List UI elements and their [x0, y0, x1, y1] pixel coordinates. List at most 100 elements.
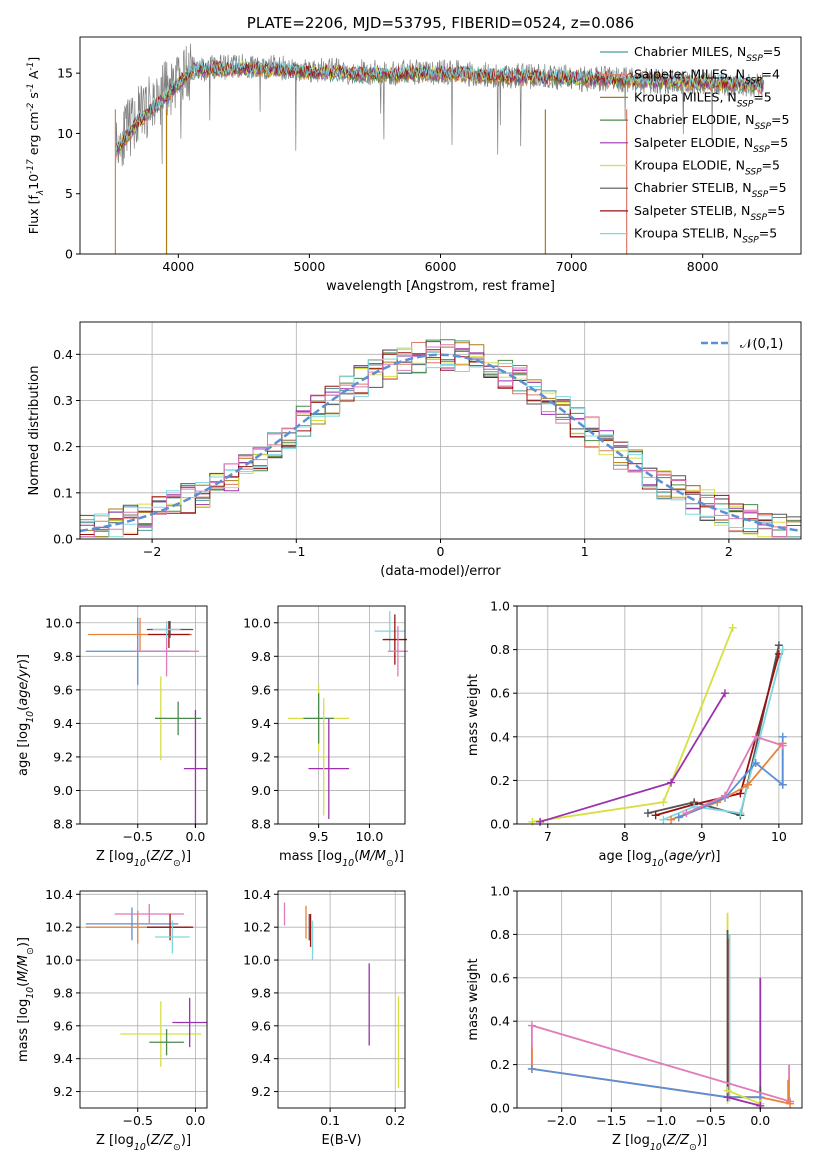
- x-tick-label: 9.5: [309, 829, 329, 844]
- legend-entry-0: Chabrier MILES, NSSP=5: [634, 44, 781, 64]
- axes-frame: [79, 605, 208, 825]
- histogram-9: [80, 344, 801, 538]
- legend-entry-5: Kroupa ELODIE, NSSP=5: [634, 158, 780, 178]
- normal-curve: [79, 353, 802, 533]
- weight-marker: [723, 1093, 732, 1102]
- y-tick-label: 0.8: [490, 927, 510, 942]
- y-tick-label: 8.8: [251, 817, 271, 832]
- y-axis-label: age [log10(age/yr)]: [16, 654, 36, 776]
- weight-marker: [527, 1021, 536, 1030]
- axes-7: [517, 890, 802, 1109]
- y-tick-label: 0.4: [490, 1014, 510, 1029]
- legend-entry-7: Salpeter STELIB, NSSP=5: [634, 203, 785, 223]
- axes-6: [278, 891, 405, 1108]
- weight-marker: [751, 758, 760, 767]
- weight-marker: [751, 732, 760, 741]
- x-tick-label: −1.0: [646, 1113, 676, 1128]
- x-tick-label: 7000: [556, 259, 588, 274]
- weight-marker: [674, 813, 683, 822]
- y-tick-label: 9.2: [251, 749, 271, 764]
- legend-normal: 𝒩(0,1): [740, 337, 783, 352]
- x-tick-label: −0.5: [123, 829, 153, 844]
- weight-line-4: [663, 649, 784, 821]
- x-tick-label: 2: [725, 544, 733, 559]
- y-tick-label: 9.6: [251, 1018, 271, 1033]
- x-tick-label: −0.5: [695, 1113, 725, 1128]
- y-tick-label: 9.4: [53, 1051, 73, 1066]
- weight-marker: [778, 780, 787, 789]
- y-tick-label: 10.0: [45, 953, 73, 968]
- x-tick-label: −2: [143, 544, 161, 559]
- x-tick-label: −2.0: [547, 1113, 577, 1128]
- weight-line-2: [647, 645, 780, 817]
- x-tick-label: 10.0: [356, 829, 384, 844]
- weight-line-0: [531, 1024, 791, 1103]
- y-tick-label: 10.2: [45, 920, 73, 935]
- weight-marker: [659, 815, 668, 824]
- y-tick-label: 9.8: [251, 649, 271, 664]
- x-tick-label: 9: [698, 829, 706, 844]
- y-tick-label: 9.4: [251, 1051, 271, 1066]
- x-tick-label: 0.0: [186, 829, 206, 844]
- axes-2: [80, 606, 207, 825]
- y-tick-label: 1.0: [490, 599, 510, 614]
- x-tick-label: 7: [544, 829, 552, 844]
- y-tick-label: 9.0: [251, 783, 271, 798]
- y-tick-label: 10.2: [243, 920, 271, 935]
- y-tick-label: 0.2: [53, 439, 73, 454]
- y-tick-label: 9.2: [53, 749, 73, 764]
- y-tick-label: 9.8: [251, 985, 271, 1000]
- weight-line-4: [727, 1096, 761, 1107]
- y-axis-label: Normed distribution: [27, 366, 42, 496]
- chart-title: PLATE=2206, MJD=53795, FIBERID=0524, z=0…: [247, 14, 634, 32]
- y-tick-label: 9.0: [53, 783, 73, 798]
- weight-line-3: [727, 1089, 761, 1105]
- y-tick-label: 0.2: [490, 1057, 510, 1072]
- y-tick-label: 10.0: [45, 615, 73, 630]
- y-tick-label: 10: [57, 126, 73, 141]
- weight-marker: [720, 689, 729, 698]
- x-tick-label: 0.2: [385, 1113, 405, 1128]
- axes-4: [517, 605, 802, 825]
- x-tick-label: 8000: [687, 259, 719, 274]
- y-tick-label: 0.6: [490, 970, 510, 985]
- weight-marker: [728, 623, 737, 632]
- weight-marker: [736, 789, 745, 798]
- x-axis-label: (data-model)/error: [380, 564, 501, 579]
- y-tick-label: 9.8: [53, 985, 73, 1000]
- weight-marker: [778, 645, 787, 654]
- y-tick-label: 0.8: [490, 642, 510, 657]
- x-axis-label: wavelength [Angstrom, rest frame]: [326, 279, 555, 294]
- weight-marker: [682, 809, 691, 818]
- y-tick-label: 0.1: [53, 485, 73, 500]
- weight-marker: [651, 811, 660, 820]
- weight-marker: [527, 1064, 536, 1073]
- x-tick-label: 1: [581, 544, 589, 559]
- x-axis-label: E(B-V): [321, 1133, 361, 1148]
- y-tick-label: 9.2: [53, 1084, 73, 1099]
- y-tick-label: 9.6: [251, 682, 271, 697]
- weight-marker: [667, 815, 676, 824]
- y-tick-label: 10.0: [243, 953, 271, 968]
- legend-entry-4: Salpeter ELODIE, NSSP=5: [634, 135, 788, 155]
- weight-marker: [774, 641, 783, 650]
- weight-marker: [667, 778, 676, 787]
- y-tick-label: 0.2: [490, 773, 510, 788]
- x-axis-label: mass [log10(M/M⊙)]: [279, 849, 404, 869]
- weight-marker: [778, 741, 787, 750]
- weight-marker: [659, 798, 668, 807]
- weight-marker: [778, 732, 787, 741]
- axes-frame: [79, 890, 208, 1109]
- legend-entry-2: Kroupa MILES, NSSP=5: [634, 89, 772, 109]
- y-axis-label: mass [log10(M/M⊙)]: [16, 937, 36, 1062]
- x-tick-label: −1.5: [596, 1113, 626, 1128]
- y-tick-label: 0.3: [53, 393, 73, 408]
- x-tick-label: −0.5: [123, 1113, 153, 1128]
- y-tick-label: 9.6: [53, 682, 73, 697]
- weight-line-0: [532, 627, 734, 823]
- model-line-6: [115, 60, 764, 152]
- y-tick-label: 5: [65, 186, 73, 201]
- y-tick-label: 8.8: [53, 817, 73, 832]
- y-tick-label: 10.0: [243, 615, 271, 630]
